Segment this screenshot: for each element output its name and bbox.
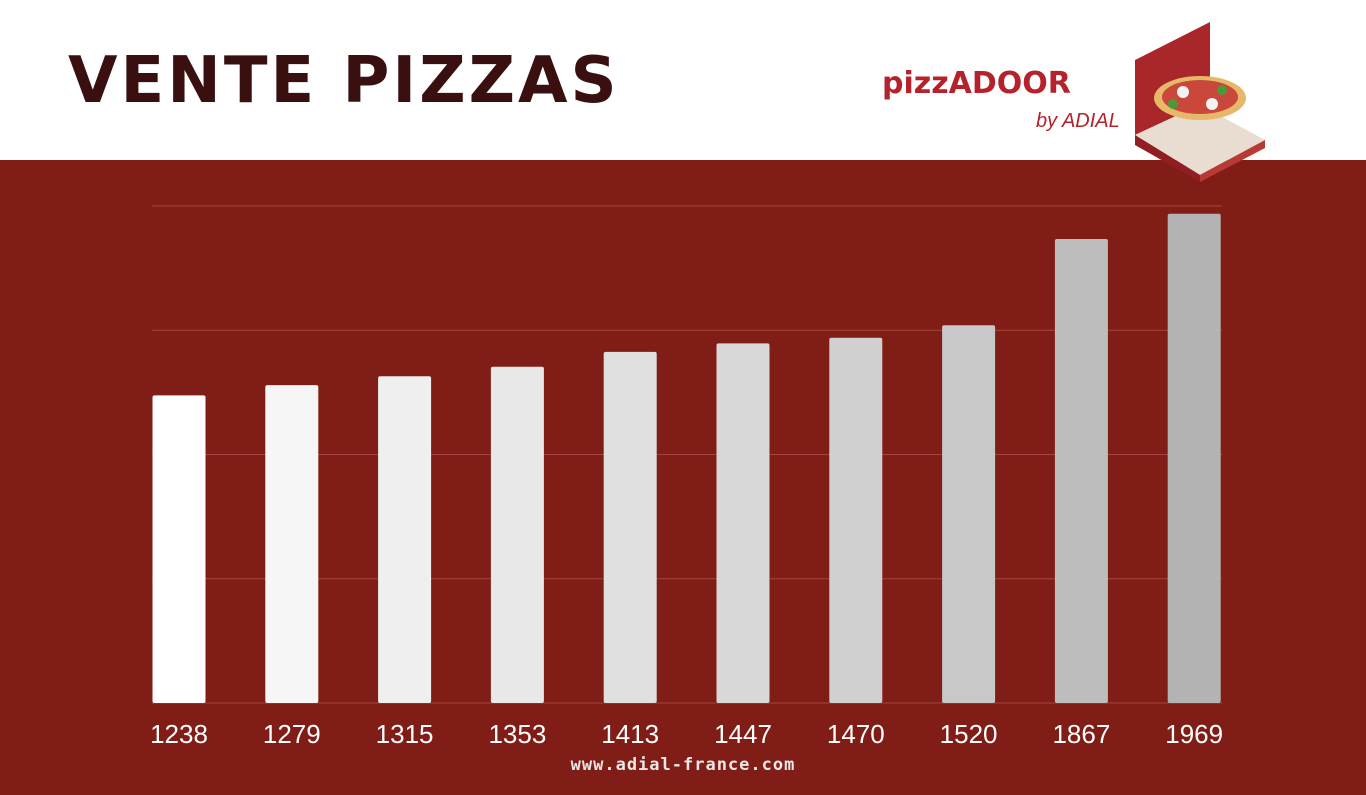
- footer-url: www.adial-france.com: [571, 755, 796, 775]
- value-label: 1238: [150, 719, 208, 749]
- bar: [490, 366, 544, 703]
- pizza-box-icon: [1135, 22, 1265, 182]
- value-label: 1520: [940, 719, 998, 749]
- plot-bg: [0, 160, 1366, 795]
- chart-title: VENTE PIZZAS: [68, 44, 620, 118]
- value-label: 1279: [263, 719, 321, 749]
- bar: [603, 351, 657, 703]
- bar: [1054, 239, 1108, 703]
- logo-tagline: by ADIAL: [1036, 110, 1120, 132]
- bar: [1167, 213, 1221, 704]
- bar: [829, 337, 883, 703]
- logo-brand: pizzADOOR: [882, 66, 1071, 101]
- value-label: 1447: [714, 719, 772, 749]
- value-label: 1315: [376, 719, 434, 749]
- bar: [716, 343, 770, 703]
- value-label: 1969: [1165, 719, 1223, 749]
- bar: [942, 325, 996, 703]
- value-label: 1867: [1052, 719, 1110, 749]
- value-label: 1353: [488, 719, 546, 749]
- value-label: 1470: [827, 719, 885, 749]
- bar: [378, 376, 432, 703]
- bar: [265, 385, 319, 703]
- value-label: 1413: [601, 719, 659, 749]
- bar: [152, 395, 206, 703]
